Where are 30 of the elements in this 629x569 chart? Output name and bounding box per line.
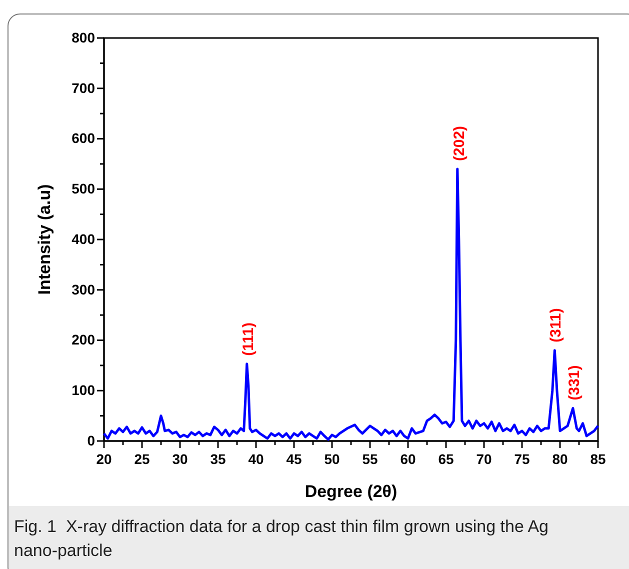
annotation: (331) bbox=[566, 365, 583, 400]
y-tick-label: 700 bbox=[72, 80, 96, 96]
annotation: (311) bbox=[548, 308, 565, 342]
x-tick-label: 20 bbox=[96, 451, 112, 467]
annotation: (111) bbox=[240, 322, 257, 356]
x-tick-label: 45 bbox=[286, 451, 302, 467]
y-tick-label: 800 bbox=[72, 29, 96, 46]
y-tick-label: 100 bbox=[72, 382, 96, 398]
x-tick-label: 25 bbox=[134, 451, 150, 467]
caption: Fig. 1 X-ray diffraction data for a drop cast thin film grown using the Ag nano-particle bbox=[14, 517, 549, 560]
x-axis-title: Degree (2θ) bbox=[304, 482, 398, 501]
x-tick-label: 35 bbox=[210, 451, 226, 467]
y-tick-label: 500 bbox=[72, 180, 96, 197]
y-tick-label: 400 bbox=[72, 230, 96, 247]
x-tick-label: 65 bbox=[438, 451, 454, 467]
y-tick-label: 0 bbox=[87, 432, 96, 448]
y-tick-label: 200 bbox=[72, 332, 96, 348]
y-tick-label: 300 bbox=[72, 281, 96, 298]
y-axis-title: Intensity (a.u) bbox=[35, 184, 54, 295]
annotation: (202) bbox=[451, 126, 468, 161]
x-tick-label: 70 bbox=[476, 451, 492, 467]
y-tick-label: 600 bbox=[72, 130, 96, 146]
x-tick-label: 60 bbox=[400, 451, 416, 467]
x-tick-label: 50 bbox=[324, 451, 340, 467]
x-tick-label: 80 bbox=[552, 451, 568, 467]
x-tick-label: 40 bbox=[248, 451, 264, 467]
x-tick-label: 30 bbox=[172, 451, 188, 467]
x-tick-label: 55 bbox=[362, 451, 378, 467]
x-tick-label: 85 bbox=[590, 451, 606, 467]
x-tick-label: 75 bbox=[514, 451, 530, 467]
